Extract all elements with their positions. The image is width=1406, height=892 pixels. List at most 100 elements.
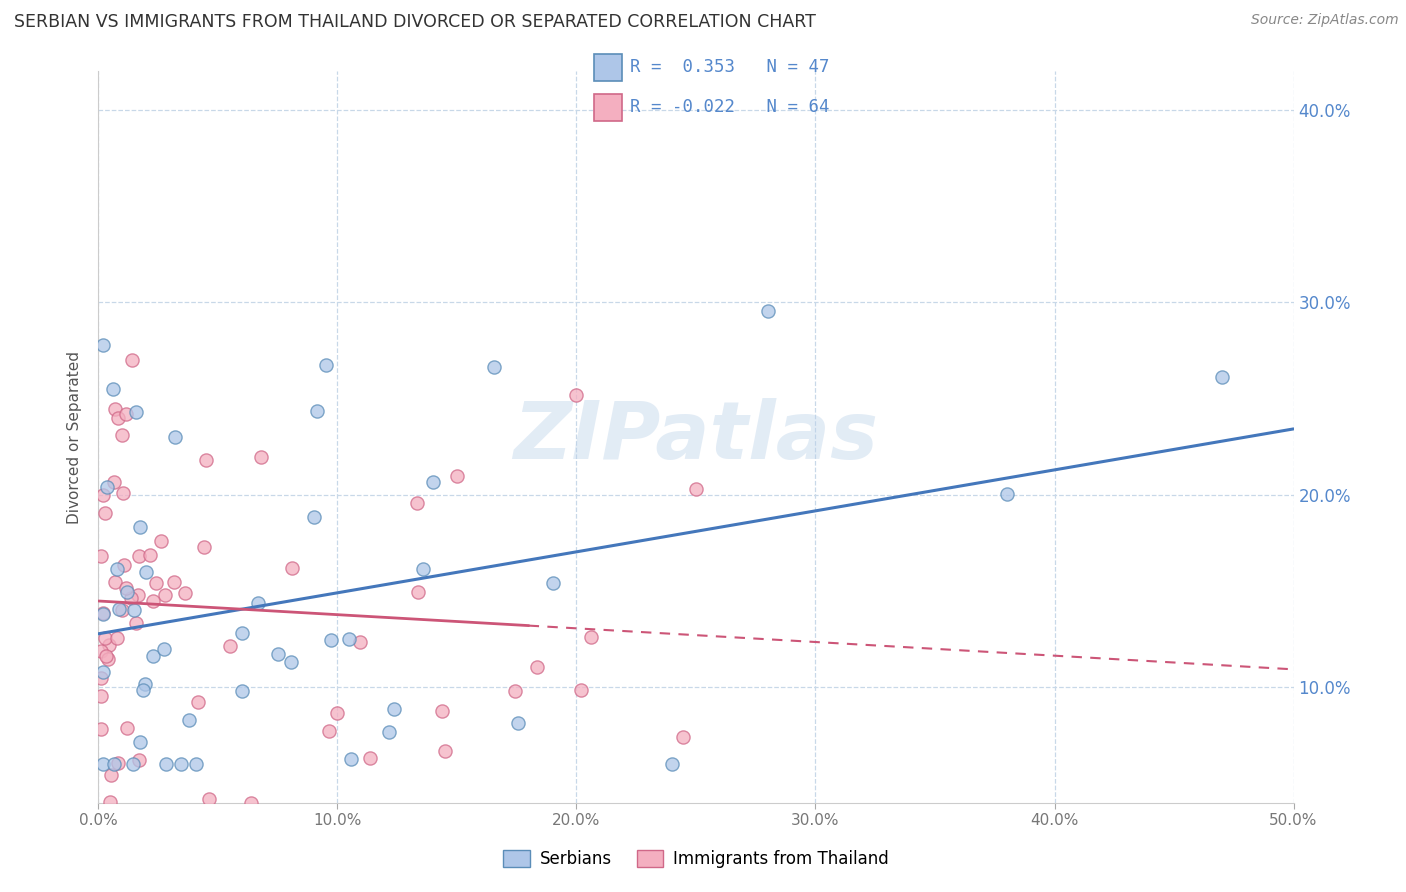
Point — [247, 596, 270, 610]
Point — [114, 582, 136, 596]
Point — [422, 475, 444, 490]
Point — [326, 706, 349, 721]
Point — [315, 358, 337, 372]
Point — [165, 429, 187, 443]
Point — [266, 648, 288, 662]
Text: R =  0.353   N = 47: R = 0.353 N = 47 — [630, 59, 830, 77]
Point — [672, 731, 695, 745]
Point — [91, 606, 114, 620]
Point — [149, 534, 172, 549]
Point — [91, 338, 114, 352]
Point — [685, 482, 707, 496]
Point — [129, 520, 152, 534]
Text: R = -0.022   N = 64: R = -0.022 N = 64 — [630, 98, 830, 116]
Point — [115, 722, 138, 736]
Point — [319, 633, 342, 648]
Point — [382, 702, 405, 716]
Point — [170, 757, 193, 772]
Point — [142, 648, 165, 663]
Point — [111, 428, 134, 442]
Point — [565, 387, 588, 401]
Text: Source: ZipAtlas.com: Source: ZipAtlas.com — [1251, 13, 1399, 28]
Point — [111, 602, 134, 616]
Point — [135, 565, 157, 579]
Point — [446, 468, 468, 483]
Point — [231, 683, 253, 698]
Point — [121, 353, 143, 368]
Point — [128, 735, 150, 749]
Bar — [595, 94, 621, 120]
Point — [581, 630, 603, 644]
Point — [340, 752, 363, 766]
Point — [541, 576, 564, 591]
Point — [569, 683, 592, 698]
Point — [107, 756, 129, 771]
Point — [125, 615, 148, 630]
Point — [249, 450, 271, 464]
Legend: Serbians, Immigrants from Thailand: Serbians, Immigrants from Thailand — [496, 844, 896, 875]
Point — [122, 757, 145, 772]
Point — [104, 401, 127, 416]
Point — [114, 407, 136, 421]
Point — [114, 558, 136, 573]
Point — [503, 684, 526, 698]
Point — [305, 404, 328, 418]
Point — [111, 486, 134, 500]
Point — [430, 704, 453, 718]
Point — [302, 510, 325, 524]
Point — [97, 638, 120, 652]
Text: SERBIAN VS IMMIGRANTS FROM THAILAND DIVORCED OR SEPARATED CORRELATION CHART: SERBIAN VS IMMIGRANTS FROM THAILAND DIVO… — [14, 13, 815, 31]
Point — [124, 603, 146, 617]
Point — [280, 655, 302, 669]
Point — [198, 792, 221, 806]
Point — [174, 585, 197, 599]
Point — [107, 601, 129, 615]
Point — [100, 768, 122, 782]
Point — [153, 589, 176, 603]
Point — [406, 585, 429, 599]
Point — [127, 588, 149, 602]
Point — [231, 625, 253, 640]
Point — [134, 677, 156, 691]
Point — [91, 665, 114, 680]
Text: ZIPatlas: ZIPatlas — [513, 398, 879, 476]
Point — [526, 660, 548, 674]
Y-axis label: Divorced or Separated: Divorced or Separated — [67, 351, 83, 524]
Point — [218, 639, 240, 653]
Point — [128, 549, 150, 563]
Point — [661, 757, 683, 772]
Point — [91, 757, 114, 772]
Point — [177, 713, 200, 727]
Point — [115, 584, 138, 599]
Point — [337, 632, 360, 646]
Point — [318, 724, 340, 739]
Point — [155, 757, 177, 772]
Point — [482, 360, 505, 375]
Point — [145, 575, 167, 590]
Point — [125, 405, 148, 419]
Point — [90, 644, 112, 658]
Point — [412, 562, 434, 576]
Point — [96, 480, 118, 494]
Point — [101, 382, 124, 396]
Point — [193, 541, 215, 555]
Point — [103, 757, 125, 772]
Point — [187, 695, 209, 709]
Point — [90, 671, 112, 685]
Point — [240, 796, 263, 810]
Point — [349, 634, 371, 648]
Point — [93, 632, 115, 646]
Point — [90, 689, 112, 703]
Point — [131, 682, 153, 697]
Point — [98, 795, 121, 809]
Point — [195, 452, 218, 467]
Point — [359, 751, 381, 765]
Point — [103, 475, 125, 489]
Point — [378, 724, 401, 739]
Point — [90, 549, 112, 563]
Point — [128, 754, 150, 768]
Point — [995, 487, 1018, 501]
Point — [97, 652, 120, 666]
Point — [90, 723, 112, 737]
Point — [105, 632, 128, 646]
